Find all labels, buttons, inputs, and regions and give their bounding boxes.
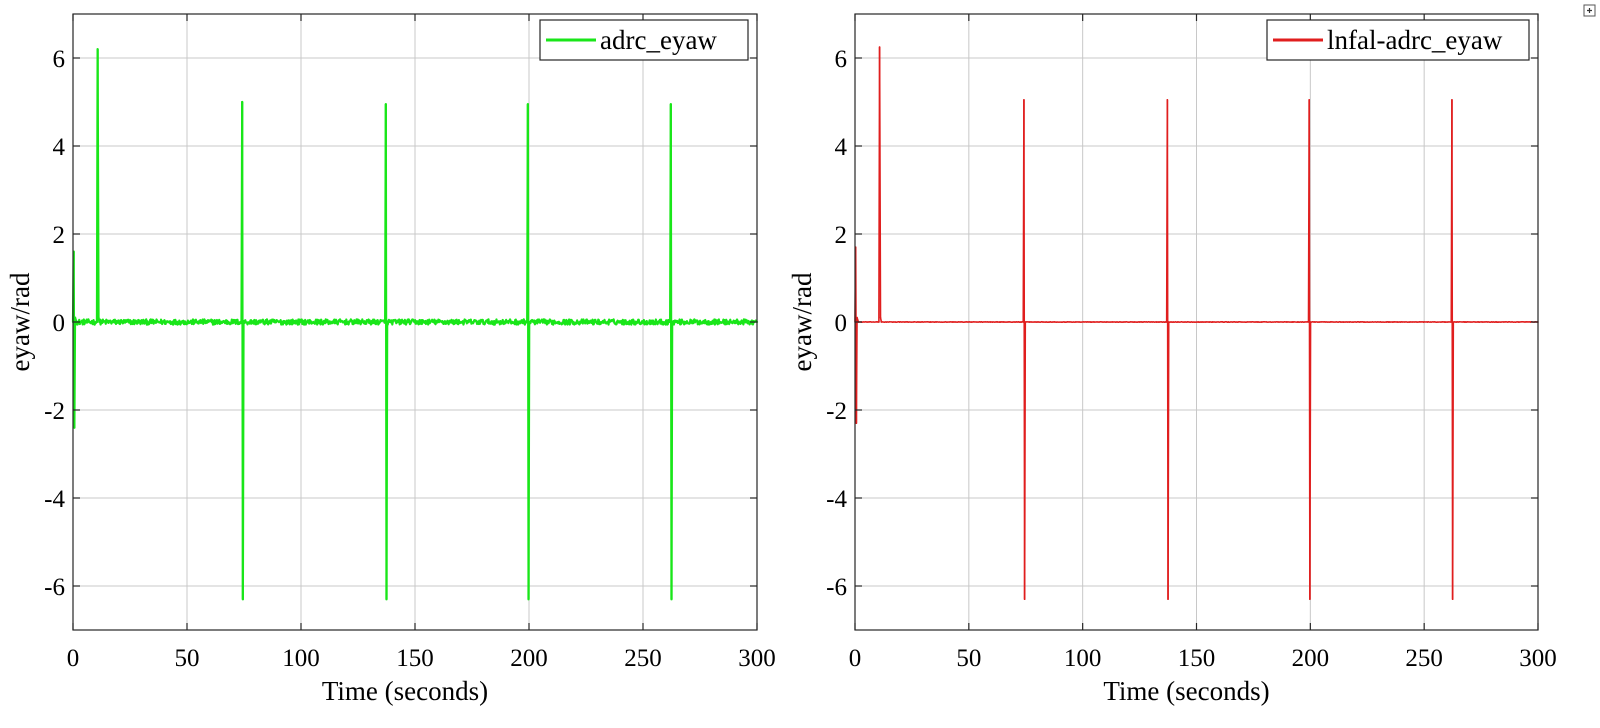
y-tick-label: 4	[53, 134, 66, 161]
series-line-segment	[527, 320, 531, 601]
series-line-segment	[1167, 321, 1170, 600]
series-line-segment	[241, 320, 245, 601]
y-tick-label: -4	[826, 486, 847, 513]
y-tick-label: -2	[44, 398, 65, 425]
y-tick-label: -2	[826, 398, 847, 425]
y-tick-label: 6	[53, 46, 66, 73]
y-tick-label: 0	[53, 310, 66, 337]
series-line-segment	[671, 318, 759, 326]
series-line-segment	[528, 318, 672, 326]
series-line-segment	[855, 316, 858, 424]
legend: adrc_eyaw	[539, 19, 749, 61]
series-line-segment	[98, 318, 243, 326]
series-line-segment	[878, 46, 882, 319]
series-line-segment	[385, 320, 389, 601]
x-tick-label: 200	[1292, 645, 1330, 672]
series-trace-group	[854, 46, 1539, 600]
y-tick-label: 2	[53, 222, 66, 249]
x-tick-label: 0	[67, 645, 80, 672]
y-tick-label: 4	[835, 134, 848, 161]
x-axis-label: Time (seconds)	[322, 676, 488, 706]
y-axis-label: eyaw/rad	[5, 272, 35, 371]
y-tick-label: 0	[835, 310, 848, 337]
x-tick-label: 250	[1405, 645, 1443, 672]
x-tick-label: 200	[510, 645, 548, 672]
series-line-segment	[1023, 321, 1027, 600]
legend-label: adrc_eyaw	[600, 25, 717, 55]
y-tick-label: 6	[835, 46, 848, 73]
series-line-segment	[75, 318, 99, 326]
x-tick-label: 100	[1064, 645, 1102, 672]
series-line-segment	[386, 318, 529, 326]
x-tick-label: 150	[1178, 645, 1216, 672]
legend: lnfal-adrc_eyaw	[1266, 19, 1530, 61]
x-tick-label: 100	[282, 645, 320, 672]
chart-panel-left: 0 50 100 150 200 250 300 -6 -4 -2 0 2 4 6 Time (second…	[5, 13, 776, 706]
x-tick-label: 300	[1519, 645, 1557, 672]
expand-icon[interactable]	[1583, 4, 1596, 17]
y-tick-label: -6	[826, 574, 847, 601]
x-tick-label: 50	[956, 645, 981, 672]
series-line-segment	[73, 316, 77, 429]
x-tick-label: 0	[849, 645, 862, 672]
chart-panel-right: 0 50 100 150 200 250 300 -6 -4 -2 0 2 4 6 Time (second…	[787, 13, 1557, 706]
x-tick-label: 300	[738, 645, 776, 672]
x-tick-label: 150	[396, 645, 434, 672]
series-line-segment	[1309, 321, 1312, 600]
series-line-segment	[1451, 321, 1455, 600]
series-line-segment	[242, 318, 387, 326]
x-tick-label: 50	[175, 645, 200, 672]
x-axis-label: Time (seconds)	[1103, 676, 1269, 706]
y-tick-label: -4	[44, 486, 65, 513]
y-axis-label: eyaw/rad	[787, 272, 817, 371]
y-tick-label: 2	[835, 222, 848, 249]
x-tick-label: 250	[624, 645, 662, 672]
series-line-segment	[96, 48, 100, 319]
y-tick-label: -6	[44, 574, 65, 601]
legend-label: lnfal-adrc_eyaw	[1327, 25, 1503, 55]
series-line-segment	[670, 320, 674, 601]
